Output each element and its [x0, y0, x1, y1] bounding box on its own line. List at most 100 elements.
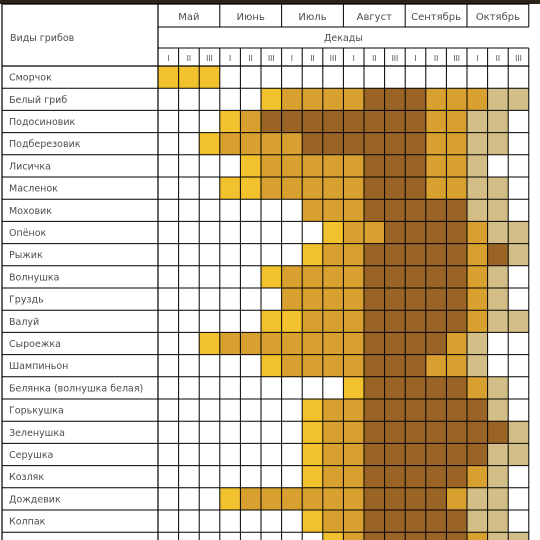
heatmap-cell [219, 376, 241, 399]
heatmap-cell [508, 288, 529, 311]
heatmap-cell [302, 443, 323, 466]
heatmap-cell [425, 132, 447, 155]
heatmap-cell [240, 199, 261, 222]
heatmap-cell [487, 132, 509, 155]
heatmap-cell [446, 421, 467, 444]
heatmap-cell [199, 510, 220, 533]
heatmap-cell [158, 399, 179, 422]
heatmap-cell [467, 265, 488, 288]
heatmap-cell [261, 443, 282, 466]
heatmap-cell [467, 221, 488, 244]
decade-label: I [476, 54, 478, 63]
heatmap-cell [446, 354, 467, 377]
heatmap-cell [508, 154, 529, 177]
heatmap-cell [446, 443, 467, 466]
heatmap-cell [178, 288, 200, 311]
heatmap-cell [364, 66, 385, 89]
heatmap-cell [158, 332, 179, 355]
heatmap-cell [219, 110, 241, 133]
heatmap-cell [446, 199, 467, 222]
heatmap-cell [281, 332, 303, 355]
heatmap-cell [240, 110, 261, 133]
heatmap-cell [343, 443, 364, 466]
heatmap-cell [343, 510, 364, 533]
mushroom-row-label: Лисичка [9, 161, 51, 172]
heatmap-cell [487, 421, 509, 444]
heatmap-cell [467, 332, 488, 355]
heatmap-cell [405, 88, 426, 111]
heatmap-cell [178, 354, 200, 377]
heatmap-cell [384, 443, 406, 466]
heatmap-cell [343, 399, 364, 422]
heatmap-cell [158, 199, 179, 222]
heatmap-cell [405, 332, 426, 355]
heatmap-cell [508, 354, 529, 377]
heatmap-cell [467, 487, 488, 510]
heatmap-cell [467, 443, 488, 466]
heatmap-cell [405, 199, 426, 222]
heatmap-cell [322, 110, 344, 133]
heatmap-cell [343, 354, 364, 377]
mushroom-row-label: Сыроежка [9, 339, 61, 350]
heatmap-cell [178, 399, 200, 422]
heatmap-cell [219, 399, 241, 422]
heatmap-cell [384, 199, 406, 222]
heatmap-cell [178, 221, 200, 244]
heatmap-cell [178, 376, 200, 399]
heatmap-cell [240, 510, 261, 533]
heatmap-cell [322, 465, 344, 488]
mushroom-row-label: Подберезовик [9, 139, 81, 150]
heatmap-cell [364, 465, 385, 488]
heatmap-cell [508, 66, 529, 89]
mushroom-row-label: Моховик [9, 206, 52, 217]
heatmap-cell [261, 154, 282, 177]
heatmap-cell [364, 310, 385, 333]
heatmap-cell [384, 532, 406, 540]
heatmap-cell [302, 510, 323, 533]
heatmap-cell [508, 310, 529, 333]
heatmap-cell [508, 487, 529, 510]
heatmap-cell [508, 465, 529, 488]
heatmap-cell [508, 221, 529, 244]
heatmap-cell [405, 288, 426, 311]
heatmap-cell [199, 265, 220, 288]
heatmap-cell [178, 310, 200, 333]
heatmap-cell [261, 399, 282, 422]
heatmap-cell [199, 154, 220, 177]
heatmap-cell [364, 132, 385, 155]
heatmap-cell [508, 332, 529, 355]
heatmap-cell [178, 154, 200, 177]
heatmap-cell [158, 154, 179, 177]
heatmap-cell [322, 510, 344, 533]
heatmap-cell [240, 221, 261, 244]
heatmap-cell [219, 265, 241, 288]
heatmap-cell [322, 88, 344, 111]
heatmap-cell [322, 221, 344, 244]
decade-label: I [353, 54, 355, 63]
heatmap-cell [425, 243, 447, 266]
heatmap-cell [281, 532, 303, 540]
heatmap-cell [467, 399, 488, 422]
heatmap-cell [405, 443, 426, 466]
heatmap-cell [219, 443, 241, 466]
heatmap-cell [384, 66, 406, 89]
heatmap-cell [281, 132, 303, 155]
heatmap-cell [384, 354, 406, 377]
heatmap-cell [281, 199, 303, 222]
month-label: Август [357, 12, 392, 23]
heatmap-cell [384, 421, 406, 444]
heatmap-cell [158, 132, 179, 155]
heatmap-cell [364, 376, 385, 399]
heatmap-cell [384, 487, 406, 510]
heatmap-cell [384, 154, 406, 177]
mushroom-row-label: Груздь [9, 295, 44, 306]
heatmap-cell [219, 487, 241, 510]
heatmap-cell [343, 265, 364, 288]
heatmap-cell [405, 132, 426, 155]
heatmap-cell [446, 243, 467, 266]
heatmap-cell [405, 154, 426, 177]
mushroom-row-label: Шампиньон [9, 361, 68, 372]
heatmap-cell [508, 399, 529, 422]
heatmap-cell [343, 199, 364, 222]
heatmap-cell [219, 177, 241, 200]
